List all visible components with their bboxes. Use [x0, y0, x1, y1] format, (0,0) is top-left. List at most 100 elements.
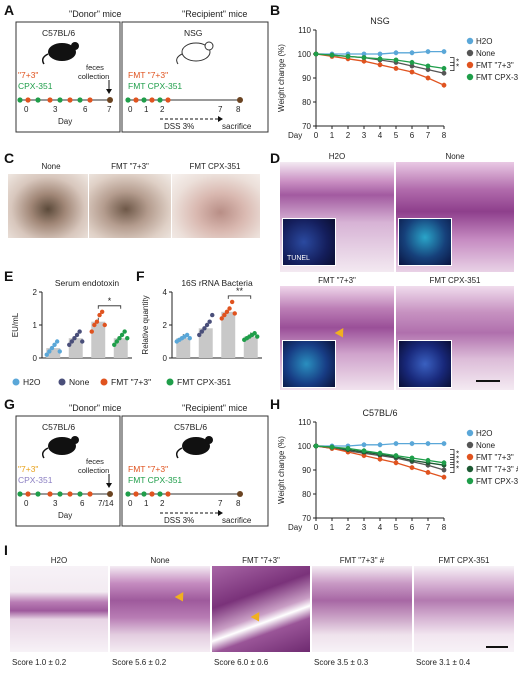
- x-tick-label: 2: [346, 131, 351, 140]
- data-point: [377, 62, 383, 68]
- photo-mouse-fmt-7-3: [89, 174, 171, 238]
- data-point: [425, 458, 431, 463]
- scatter-point: [49, 345, 55, 351]
- scatter-point: [92, 322, 97, 328]
- svg-text:None: None: [69, 377, 90, 387]
- svg-text:FMT "7+3": FMT "7+3": [111, 377, 151, 387]
- x-axis-label: Day: [288, 523, 302, 532]
- g-donor-tick-0: 0: [24, 499, 29, 508]
- recipient-group-1: FMT "7+3": [128, 70, 168, 80]
- histo-i-label-fmt-cpx: FMT CPX-351: [438, 556, 490, 565]
- g-recipient-tick-0: 0: [128, 499, 133, 508]
- scatter-point: [47, 349, 52, 354]
- g-donor-group-1: "7+3": [18, 464, 38, 474]
- g-donor-timeline-dots: [17, 491, 113, 497]
- tunel-inset-none: [398, 218, 452, 266]
- data-point: [409, 455, 415, 461]
- donor-group-2: CPX-351: [18, 81, 53, 91]
- legend-label-2: FMT "7+3": [476, 453, 514, 462]
- donor-tick-3: 3: [53, 105, 58, 114]
- data-point: [377, 456, 383, 462]
- feces-label: feces: [86, 63, 104, 72]
- data-point: [441, 441, 447, 446]
- recipient-tick-1: 1: [144, 105, 149, 114]
- score-none: Score 5.6 ± 0.2: [112, 658, 167, 667]
- data-point: [441, 70, 447, 76]
- data-point: [361, 442, 367, 448]
- data-point: [393, 57, 399, 63]
- sig-bracket: [450, 57, 455, 66]
- y-tick-label: 1: [33, 321, 38, 330]
- y-tick-label: 70: [302, 514, 311, 523]
- scatter-point: [232, 311, 237, 316]
- scatter-point: [125, 336, 130, 341]
- g-recipient-tick-8: 8: [236, 499, 241, 508]
- tunel-inset-fmt-7-3: [282, 340, 336, 388]
- scale-bar-d: [476, 380, 500, 382]
- chart-title: 16S rRNA Bacteria: [181, 278, 253, 288]
- sig-bracket: [97, 305, 122, 309]
- data-point: [409, 60, 415, 65]
- tunel-inset-h2o: TUNEL: [282, 218, 336, 266]
- g-feces-label: feces: [86, 457, 104, 466]
- data-point: [425, 67, 431, 72]
- g-donor-tick-3: 3: [53, 499, 58, 508]
- data-point: [441, 49, 447, 54]
- data-point: [361, 51, 367, 57]
- data-point: [345, 54, 351, 59]
- sig-star: *: [456, 465, 459, 474]
- sig-bracket: [450, 459, 455, 468]
- sig-star: **: [236, 286, 244, 296]
- data-point: [425, 49, 431, 54]
- recipient-tick-8: 8: [236, 105, 241, 114]
- scatter-point: [252, 331, 257, 336]
- scale-bar-i: [486, 646, 508, 648]
- data-point: [425, 470, 431, 475]
- scatter-point: [77, 329, 82, 334]
- legend-item-fmt-cpx: FMT CPX-351: [166, 377, 231, 387]
- panel-label-c: C: [4, 150, 15, 166]
- sig-bracket: [450, 449, 455, 458]
- bar-0: [46, 348, 61, 358]
- panel-label-a: A: [4, 2, 15, 18]
- scatter-point: [207, 319, 212, 324]
- x-tick-label: 4: [378, 131, 383, 140]
- sig-star: *: [456, 460, 459, 469]
- data-point: [393, 460, 399, 466]
- sig-star: *: [456, 450, 459, 459]
- data-point: [393, 453, 399, 458]
- legend-marker-0: [466, 37, 474, 45]
- recipient-box: [121, 21, 269, 133]
- bar-2: [221, 311, 236, 358]
- x-tick-label: 8: [442, 131, 447, 140]
- g-recipient-tick-2: 2: [160, 499, 165, 508]
- histo-i-fmt-cpx: [414, 566, 514, 652]
- histo-i-h2o: [10, 566, 108, 652]
- sig-star: *: [456, 63, 459, 72]
- y-axis-label: Weight change (%): [277, 436, 286, 504]
- scatter-point: [122, 329, 127, 334]
- g-recipient-strain: C57BL/6: [174, 422, 207, 432]
- data-point: [377, 56, 383, 62]
- g-dss-arrowhead: [218, 510, 223, 516]
- legend-item-h2o: H2O: [12, 377, 41, 387]
- scatter-point: [222, 312, 227, 318]
- x-tick-label: 7: [426, 131, 431, 140]
- y-tick-label: 0: [33, 354, 38, 363]
- y-tick-label: 4: [163, 288, 168, 297]
- y-tick-label: 2: [163, 321, 168, 330]
- histo-i-label-fmt-7-3-hash: FMT "7+3" #: [339, 556, 385, 565]
- scatter-point: [89, 329, 94, 334]
- sig-bracket: [450, 62, 455, 71]
- data-point: [329, 52, 335, 58]
- scatter-point: [219, 316, 224, 321]
- data-point: [409, 69, 415, 75]
- collection-label: collection: [78, 72, 109, 81]
- panel-label-h: H: [270, 396, 281, 412]
- data-point: [409, 63, 415, 69]
- scatter-point: [52, 342, 57, 347]
- histo-d-label-none: None: [445, 152, 465, 161]
- recipient-tick-2: 2: [160, 105, 165, 114]
- scatter-point: [57, 349, 62, 354]
- legend-marker-0: [466, 429, 474, 437]
